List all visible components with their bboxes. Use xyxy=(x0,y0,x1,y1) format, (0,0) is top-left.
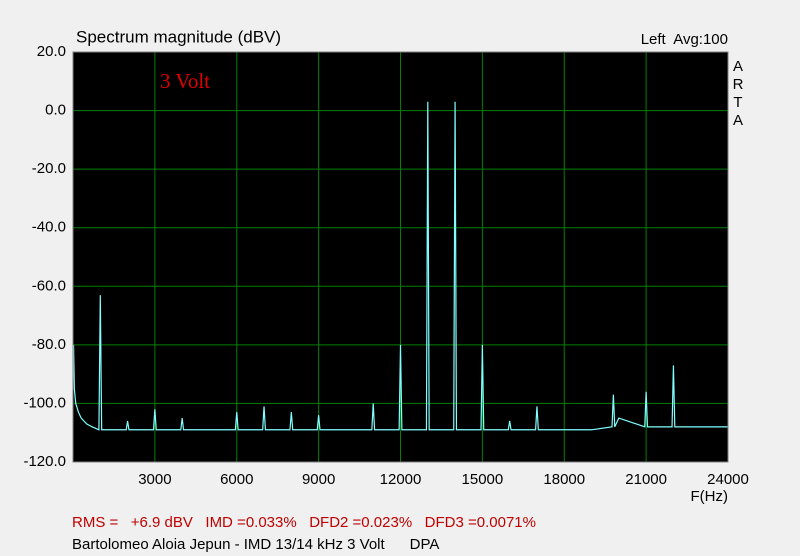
chart-title: Spectrum magnitude (dBV) xyxy=(76,27,281,46)
x-axis-label: F(Hz) xyxy=(691,488,729,505)
x-tick-label: 3000 xyxy=(138,471,171,488)
x-tick-label: 24000 xyxy=(707,471,749,488)
y-tick-label: 0.0 xyxy=(45,102,66,119)
plot-border xyxy=(72,51,729,463)
y-tick-label: -120.0 xyxy=(23,453,66,470)
x-tick-label: 9000 xyxy=(302,471,335,488)
y-tick-label: -40.0 xyxy=(32,219,66,236)
y-tick-label: -100.0 xyxy=(23,394,66,411)
y-tick-label: -60.0 xyxy=(32,277,66,294)
x-tick-label: 12000 xyxy=(380,471,422,488)
x-tick-label: 15000 xyxy=(462,471,504,488)
footer-stats: RMS = +6.9 dBV IMD =0.033% DFD2 =0.023% … xyxy=(72,514,536,531)
annotation: 3 Volt xyxy=(160,69,210,93)
x-tick-label: 6000 xyxy=(220,471,253,488)
spectrum-line xyxy=(72,101,728,431)
brand: ARTA xyxy=(730,58,747,130)
footer-caption: Bartolomeo Aloia Jepun - IMD 13/14 kHz 3… xyxy=(72,536,439,553)
x-tick-label: 21000 xyxy=(625,471,667,488)
y-tick-label: -80.0 xyxy=(32,336,66,353)
y-tick-label: 20.0 xyxy=(37,43,66,60)
y-tick-label: -20.0 xyxy=(32,160,66,177)
x-tick-label: 18000 xyxy=(543,471,585,488)
channel-label: Left Avg:100 xyxy=(641,31,728,48)
